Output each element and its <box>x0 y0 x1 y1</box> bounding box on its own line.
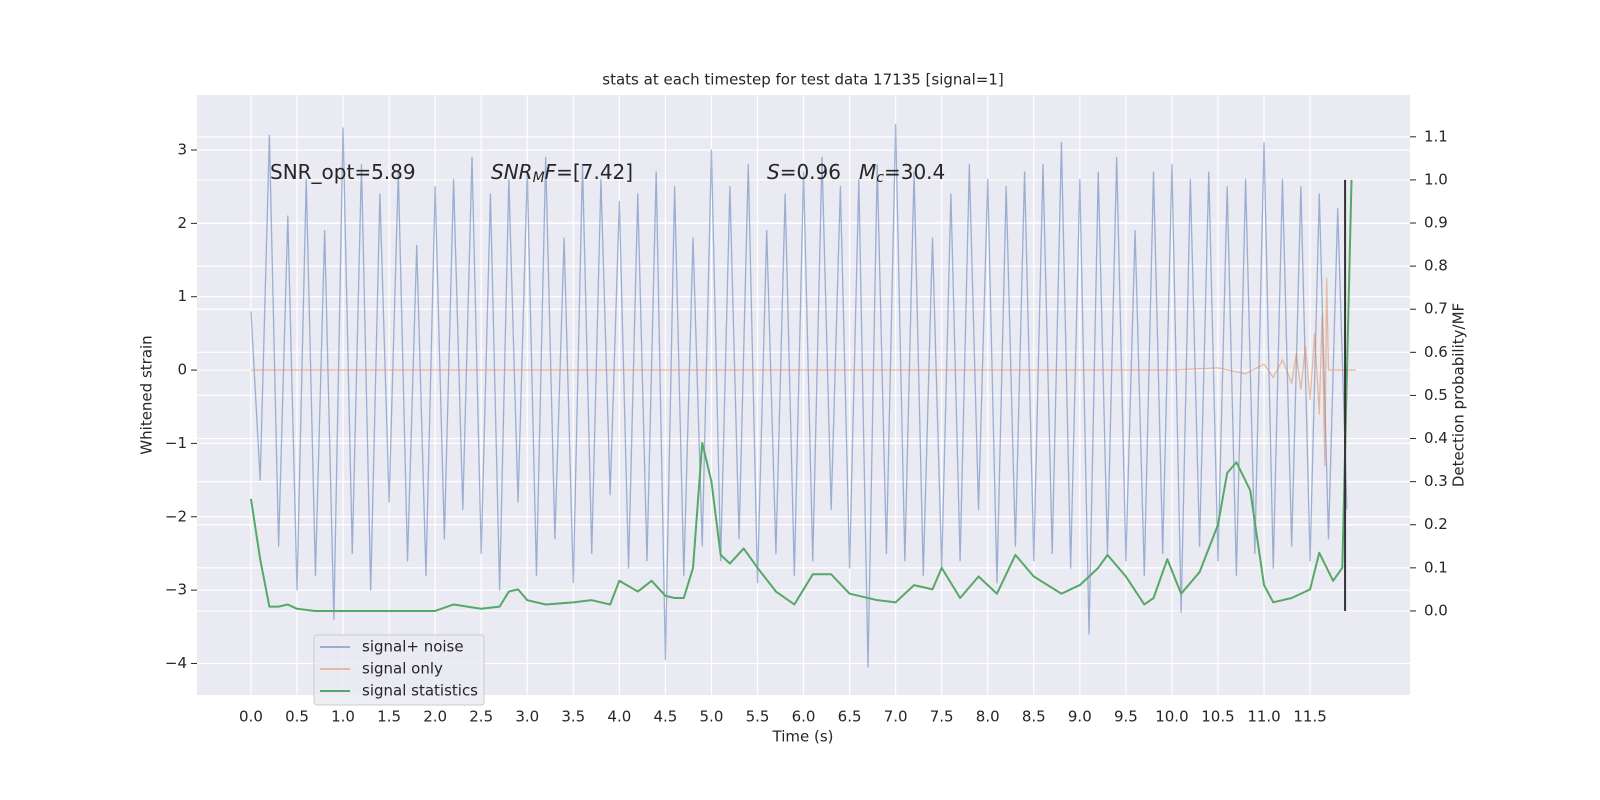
x-tick-label: 6.5 <box>838 708 862 726</box>
line-series <box>250 123 1348 668</box>
x-tick-label: 2.0 <box>423 708 447 726</box>
x-tick-label: 2.5 <box>469 708 493 726</box>
y2-tick-label: 0.9 <box>1424 214 1448 232</box>
legend-label: signal statistics <box>362 682 478 700</box>
y2-tick-label: 0.5 <box>1424 386 1448 404</box>
y-tick-label: 2 <box>177 214 187 232</box>
line-series <box>250 277 1357 467</box>
y2-tick-label: 0.2 <box>1424 515 1448 533</box>
annotation-part: S <box>767 160 780 184</box>
x-tick-label: 4.5 <box>653 708 677 726</box>
y-tick-label: −3 <box>165 581 187 599</box>
x-tick-label: 10.0 <box>1155 708 1188 726</box>
x-tick-label: 3.0 <box>515 708 539 726</box>
x-tick-label: 7.0 <box>884 708 908 726</box>
x-tick-label: 3.5 <box>561 708 585 726</box>
y-tick-label: −2 <box>165 507 187 525</box>
line-series <box>249 179 1353 612</box>
legend-label: signal only <box>362 660 443 678</box>
x-tick-label: 9.5 <box>1114 708 1138 726</box>
chart-title: stats at each timestep for test data 171… <box>602 71 1003 89</box>
x-tick-label: 0.0 <box>239 708 263 726</box>
x-tick-label: 11.5 <box>1293 708 1326 726</box>
y2-tick-label: 0.6 <box>1424 343 1448 361</box>
y2-tick-label: 0.0 <box>1424 601 1448 619</box>
x-tick-label: 5.5 <box>746 708 770 726</box>
annotation-part: c <box>876 170 884 186</box>
y2-tick-label: 0.1 <box>1424 558 1448 576</box>
x-tick-label: 7.5 <box>930 708 954 726</box>
x-axis-label: Time (s) <box>772 728 834 746</box>
y2-tick-label: 0.7 <box>1424 300 1448 318</box>
annotation-part: M <box>859 160 876 184</box>
x-tick-label: 4.0 <box>607 708 631 726</box>
annotation: Mc=30.4 <box>859 160 945 187</box>
y-tick-label: 0 <box>177 361 187 379</box>
annotation-part: =0.96 <box>780 160 841 184</box>
x-tick-label: 1.0 <box>331 708 355 726</box>
annotation-part: F <box>545 160 557 184</box>
y2-tick-label: 1.1 <box>1424 127 1448 145</box>
annotation-part: =[7.42] <box>556 160 633 184</box>
y2-tick-label: 0.3 <box>1424 472 1448 490</box>
annotation: S=0.96 <box>767 160 841 184</box>
y2-axis-label: Detection probability/MF <box>1450 303 1468 487</box>
annotation: SNRMF=[7.42] <box>491 160 633 187</box>
x-tick-label: 6.0 <box>792 708 816 726</box>
annotation: SNR_opt=5.89 <box>270 160 416 184</box>
y2-tick-label: 0.8 <box>1424 257 1448 275</box>
legend-box <box>313 634 485 706</box>
x-tick-label: 10.5 <box>1201 708 1234 726</box>
x-tick-label: 8.0 <box>976 708 1000 726</box>
y2-tick-label: 0.4 <box>1424 429 1448 447</box>
y-tick-label: 1 <box>177 287 187 305</box>
y2-tick-label: 1.0 <box>1424 170 1448 188</box>
x-tick-label: 9.0 <box>1068 708 1092 726</box>
y-tick-label: −4 <box>165 654 187 672</box>
legend: signal+ noise signal only signal statistic… <box>313 634 485 706</box>
annotation-part: SNR_opt=5.89 <box>270 160 416 184</box>
y-tick-label: 3 <box>177 141 187 159</box>
y-axis-label: Whitened strain <box>138 335 156 454</box>
x-tick-label: 11.0 <box>1247 708 1280 726</box>
y-tick-label: −1 <box>165 434 187 452</box>
x-tick-label: 1.5 <box>377 708 401 726</box>
annotation-part: =30.4 <box>884 160 945 184</box>
x-tick-label: 5.0 <box>700 708 724 726</box>
x-tick-label: 8.5 <box>1022 708 1046 726</box>
annotation-part: SNR <box>491 160 533 184</box>
annotation-part: M <box>533 170 545 186</box>
legend-label: signal+ noise <box>362 638 464 656</box>
x-tick-label: 0.5 <box>285 708 309 726</box>
